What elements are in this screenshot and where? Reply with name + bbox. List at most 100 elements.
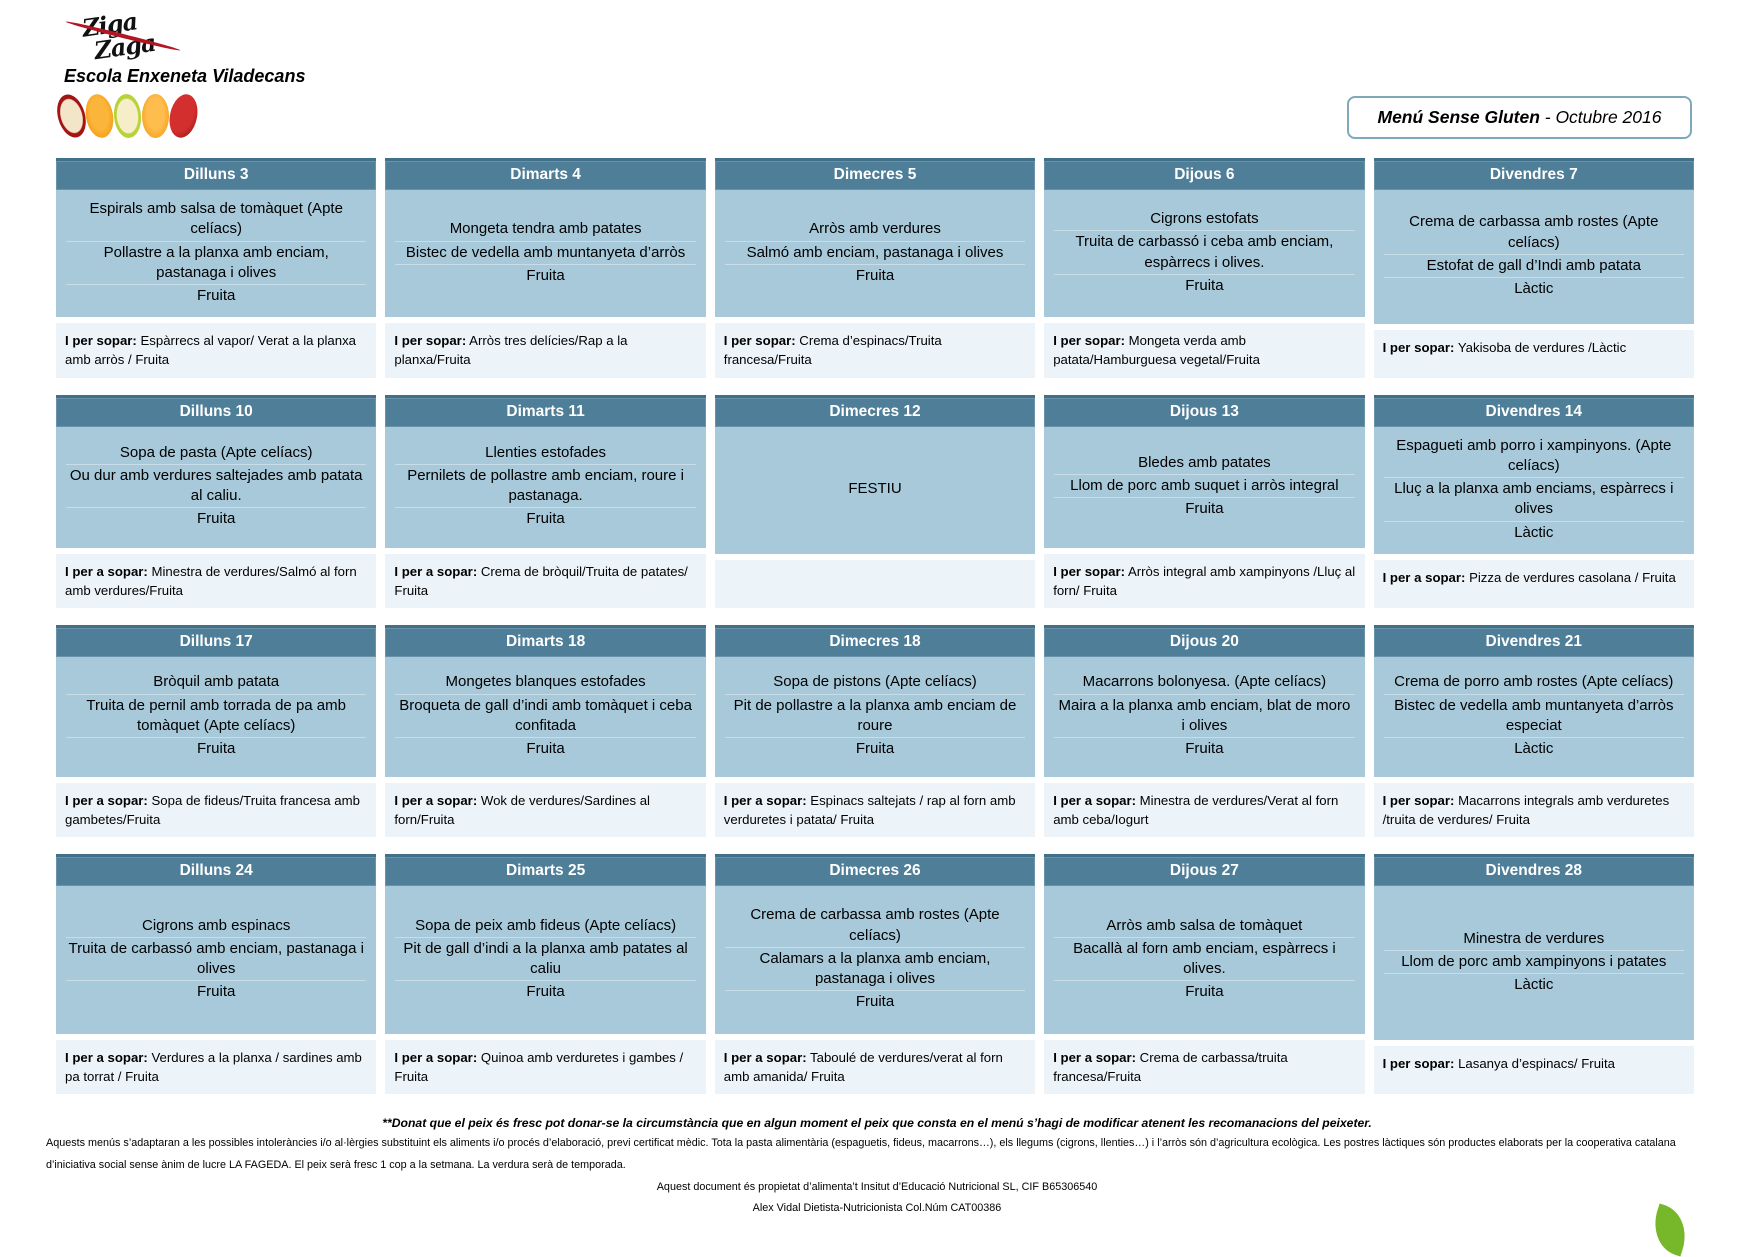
dinner-cell: I per a sopar: Crema de bròquil/Truita d… [385,553,706,608]
day-column: Dimarts 18 Mongetes blanques estofades Bro… [385,624,706,838]
lunch-item: Sopa de pasta (Apte celíacs) [66,442,367,465]
red-apple-icon [165,91,202,141]
lunch-item: Làctic [1514,740,1554,758]
lunch-item: Ou dur amb verdures saltejades amb patat… [66,465,367,509]
lunch-item: Fruita [197,983,236,1001]
lunch-items: Espagueti amb porro i xampinyons. (Apte … [1383,435,1684,544]
lunch-items: Arròs amb verdures Salmó amb enciam, past… [724,218,1026,287]
dinner-cell: I per a sopar: Pizza de verdures casolan… [1373,559,1694,608]
dinner-cell [714,559,1036,608]
dinner-cell: I per sopar: Lasanya d’espinacs/ Fruita [1373,1046,1694,1095]
day-column: Dilluns 10 Sopa de pasta (Apte celíacs) Ou… [56,394,377,608]
day-column: Dimarts 4 Mongeta tendra amb patates Biste… [385,158,706,378]
dinner-label: I per a sopar: [394,1050,478,1066]
lunch-item: Fruita [855,740,895,758]
lunch-items: Mongeta tendra amb patates Bistec de vede… [395,218,696,287]
lunch-item: Bledes amb patates [1054,452,1355,475]
school-name: Escola Enxeneta Viladecans [64,66,306,86]
lunch-item: Fruita [197,287,236,304]
lunch-item: Macarrons bolonyesa. (Apte celíacs) [1054,671,1355,695]
lunch-cell: Llenties estofades Pernilets de pollastre… [385,426,706,548]
dinner-cell: I per a sopar: Wok de verdures/Sardines … [385,782,706,838]
lunch-items: Sopa de pasta (Apte celíacs) Ou dur amb v… [66,442,367,531]
lunch-item: Mongeta tendra amb patates [395,218,696,242]
menu-title: Menú Sense Gluten [1377,107,1540,127]
day-column: Dijous 27 Arròs amb salsa de tomàquet Baca… [1044,854,1365,1095]
day-header: Dijous 6 [1044,158,1365,190]
week-row-2: Dilluns 10 Sopa de pasta (Apte celíacs) Ou… [56,394,1694,608]
lunch-item: Truita de carbassó amb enciam, pastanaga… [66,938,367,982]
lunch-cell: Mongeta tendra amb patates Bistec de vede… [385,190,706,318]
dinner-label: I per sopar: [394,333,467,349]
lunch-cell: Espagueti amb porro i xampinyons. (Apte … [1373,426,1694,554]
day-column: Divendres 28 Minestra de verdures Llom de … [1373,854,1694,1095]
lunch-item: Bistec de vedella amb muntanyeta d’arròs… [1383,695,1684,739]
lunch-cell: Arròs amb verdures Salmó amb enciam, past… [714,190,1036,318]
green-apple-slice-icon [112,92,143,140]
lunch-item: Sopa de pistons (Apte celíacs) [724,671,1026,695]
menu-title-box: Menú Sense Gluten - Octubre 2016 [1347,96,1692,139]
lunch-items: FESTIU [725,478,1025,500]
day-header: Dimecres 18 [714,624,1036,657]
lunch-item: Fruita [526,510,565,528]
dinner-label: I per sopar: [723,333,796,349]
dinner-cell: I per a sopar: Espinacs saltejats / rap … [714,782,1036,838]
lunch-items: Crema de carbassa amb rostes (Apte celía… [724,904,1026,1013]
lunch-cell: Arròs amb salsa de tomàquet Bacallà al fo… [1044,886,1365,1035]
lunch-items: Arròs amb salsa de tomàquet Bacallà al fo… [1054,915,1355,1004]
dinner-label: I per a sopar: [65,1050,148,1066]
lunch-cell: Mongetes blanques estofades Broqueta de g… [385,656,706,777]
lunch-items: Crema de carbassa amb rostes (Apte celía… [1383,211,1684,300]
dinner-label: I per a sopar: [723,1050,807,1066]
lunch-item: Arròs amb salsa de tomàquet [1054,915,1355,938]
lunch-cell: Bledes amb patates Llom de porc amb suque… [1044,426,1365,548]
lunch-item: Bròquil amb patata [66,671,367,695]
lunch-items: Sopa de pistons (Apte celíacs) Pit de pol… [724,671,1026,760]
day-header: Dimecres 26 [714,854,1036,887]
day-column: Dijous 6 Cigrons estofats Truita de carbas… [1044,158,1365,378]
dinner-cell: I per a sopar: Minestra de verdures/Vera… [1044,782,1365,838]
day-column: Dilluns 3 Espirals amb salsa de tomàquet … [56,158,377,378]
day-header: Dimarts 25 [385,854,706,887]
day-header: Dijous 20 [1044,624,1365,657]
lunch-cell: Bròquil amb patata Truita de pernil amb t… [56,656,377,777]
lunch-cell: FESTIU [714,426,1036,554]
week-row-1: Dilluns 3 Espirals amb salsa de tomàquet … [56,158,1694,378]
lunch-item: Fruita [1185,983,1224,1001]
day-header: Divendres 28 [1373,854,1694,887]
lunch-items: Bledes amb patates Llom de porc amb suque… [1054,452,1355,521]
lunch-items: Espirals amb salsa de tomàquet (Apte cel… [66,198,367,307]
lunch-items: Cigrons estofats Truita de carbassó i ceb… [1054,208,1355,297]
footer-notes: **Donat que el peix és fresc pot donar-s… [46,1116,1708,1214]
dinner-label: I per sopar: [1053,333,1126,349]
lunch-item: Broqueta de gall d’indi amb tomàquet i c… [395,695,696,739]
dinner-cell: I per a sopar: Taboulé de verdures/verat… [714,1040,1036,1095]
fruit-slices-image [52,91,202,141]
lunch-item: Pollastre a la planxa amb enciam, pastan… [66,242,367,285]
dinner-cell: I per sopar: Crema d’espinacs/Truita fra… [714,323,1036,378]
dinner-label: I per sopar: [1053,563,1126,579]
dinner-cell: I per sopar: Mongeta verda amb patata/Ha… [1044,323,1365,378]
day-column: Divendres 7 Crema de carbassa amb rostes … [1373,158,1694,378]
day-column: Dilluns 24 Cigrons amb espinacs Truita de … [56,854,377,1095]
lunch-items: Minestra de verdures Llom de porc amb xam… [1383,928,1684,997]
day-header: Dimarts 18 [385,624,706,657]
day-header: Dilluns 3 [56,158,377,190]
day-header: Dilluns 17 [56,624,377,657]
lunch-item: Fruita [197,740,236,758]
day-column: Divendres 14 Espagueti amb porro i xampin… [1373,394,1694,608]
day-header: Divendres 7 [1373,158,1694,190]
lunch-item: Crema de carbassa amb rostes (Apte celía… [1383,211,1684,255]
lunch-item: Làctic [1514,280,1554,298]
lunch-item: Fruita [855,266,895,284]
lunch-item: Crema de porro amb rostes (Apte celíacs) [1383,671,1684,695]
lunch-cell: Sopa de peix amb fideus (Apte celíacs) Pi… [385,886,706,1035]
lunch-item: Bistec de vedella amb muntanyeta d’arròs [395,242,696,265]
lunch-cell: Cigrons estofats Truita de carbassó i ceb… [1044,190,1365,318]
lunch-item: Fruita [1185,500,1224,518]
lunch-items: Cigrons amb espinacs Truita de carbassó a… [66,915,367,1004]
lunch-items: Mongetes blanques estofades Broqueta de g… [395,671,696,760]
lunch-item: Calamars a la planxa amb enciam, pastana… [724,948,1026,992]
day-header: Divendres 14 [1373,394,1694,427]
lunch-item: Estofat de gall d’Indi amb patata [1383,255,1684,279]
